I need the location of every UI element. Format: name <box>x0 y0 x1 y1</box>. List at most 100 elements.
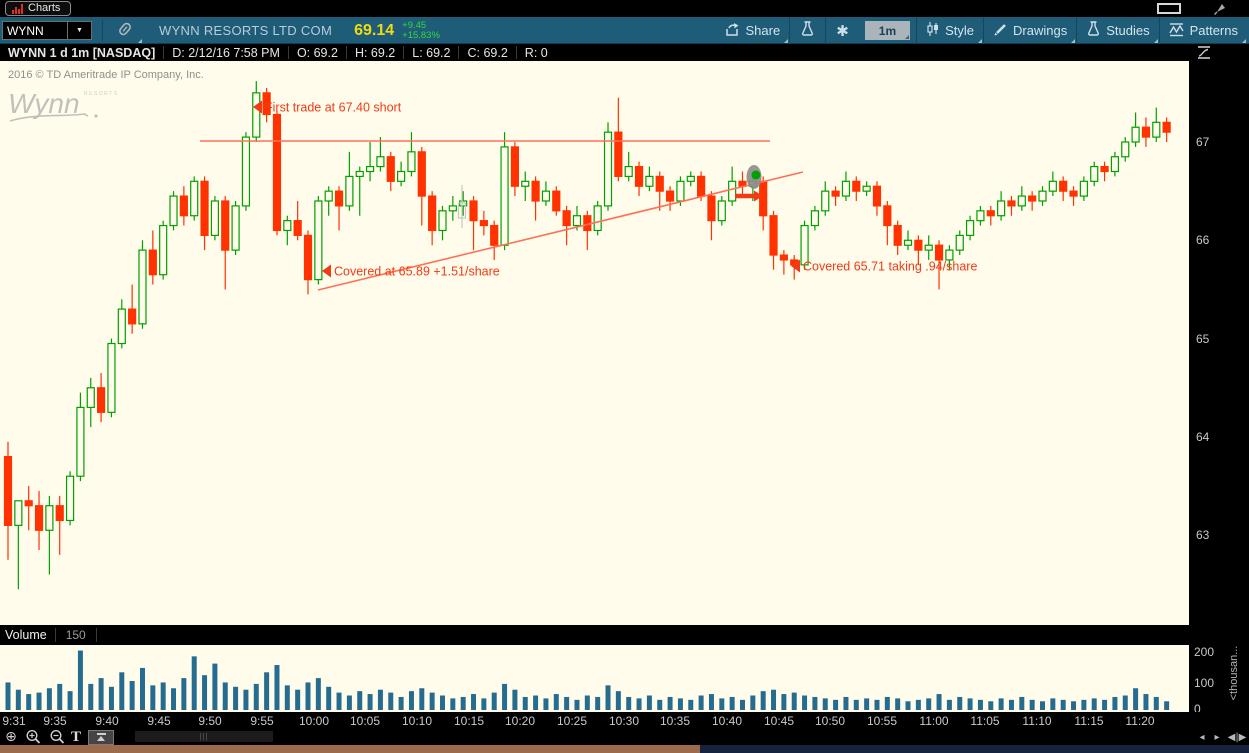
candle <box>1069 186 1078 206</box>
wynn-watermark: Wynn RESORTS <box>8 88 117 122</box>
volume-axis[interactable]: 200 100 0 <box>1189 645 1249 716</box>
zoom-in-button[interactable] <box>22 729 44 745</box>
settings-button[interactable]: ✱ <box>825 17 859 44</box>
candle <box>976 205 985 226</box>
volume-bar <box>1112 696 1118 710</box>
volume-bar <box>1143 694 1149 710</box>
candle <box>1100 161 1109 182</box>
chevron-down-icon: ▼ <box>76 27 83 34</box>
main-toolbar: ▼ WYNN RESORTS LTD COM 69.14 +9.45 <box>0 17 1249 44</box>
maximize-chart-icon[interactable] <box>1196 45 1212 63</box>
candle <box>500 132 509 251</box>
candle <box>769 210 778 270</box>
text-note-tool-button[interactable]: T <box>68 729 84 745</box>
volume-bar <box>1164 701 1170 710</box>
time-tick-label: 9:35 <box>43 714 67 728</box>
studies-button[interactable]: Studies <box>1076 17 1158 44</box>
volume-bar <box>429 692 435 710</box>
annotation-text: First trade at 67.40 short <box>265 101 402 115</box>
crosshair-tool-button[interactable]: ⊕ <box>5 729 17 745</box>
candle <box>179 186 188 226</box>
candle <box>862 181 871 197</box>
volume-row: 200 100 0 <box>0 645 1249 716</box>
candle <box>852 176 861 201</box>
text-tool-label: T <box>70 728 81 745</box>
volume-bar <box>5 682 11 710</box>
candle <box>510 142 520 197</box>
volume-bar <box>584 695 590 710</box>
annotation-text: Covered 65.71 taking .94/share <box>803 260 977 274</box>
volume-bar <box>222 682 228 710</box>
scrollbar-grip[interactable]: ||| <box>199 732 209 741</box>
ohlc-r: R: 0 <box>524 45 548 60</box>
volume-bar <box>1029 699 1035 710</box>
symbol-input[interactable] <box>2 21 68 40</box>
patterns-button[interactable]: Patterns <box>1158 17 1247 44</box>
volume-canvas <box>5 650 1170 710</box>
collapse-panel-button[interactable] <box>86 729 116 745</box>
volume-bar <box>377 689 383 710</box>
volume-tick-label: 0 <box>1194 702 1201 716</box>
volume-bar <box>946 699 952 710</box>
volume-bar <box>98 678 104 710</box>
link-charts-button[interactable] <box>107 17 143 44</box>
volume-bar <box>760 691 766 710</box>
candle <box>324 186 333 216</box>
candle <box>138 240 147 329</box>
volume-bar <box>698 695 704 710</box>
entry-arrow-icon <box>735 190 763 202</box>
time-axis[interactable]: 9:31 9:35 9:40 9:45 9:50 9:55 10:00 10:05 10:10 1… <box>0 712 1249 729</box>
ohlc-header: WYNN 1 d 1m [NASDAQ] D: 2/12/16 7:58 PM … <box>0 44 1249 61</box>
horizontal-scrollbar[interactable]: ||| <box>135 731 273 742</box>
copyright-text: 2016 © TD Ameritrade IP Company, Inc. <box>8 69 204 81</box>
pan-right-button[interactable]: ▸ <box>1214 731 1220 743</box>
pan-left-button[interactable]: ◂ <box>1199 731 1205 743</box>
volume-bar <box>977 699 983 710</box>
volume-bar <box>864 698 870 710</box>
chart-bars-icon <box>12 3 23 14</box>
candle <box>1141 117 1151 147</box>
candle <box>614 97 623 182</box>
timeframe-button[interactable]: 1m <box>864 21 911 40</box>
candle <box>334 186 344 231</box>
volume-bar <box>346 695 352 710</box>
symbol-dropdown-button[interactable]: ▼ <box>68 21 92 40</box>
volume-chart[interactable] <box>0 645 1189 712</box>
candle <box>562 205 571 246</box>
candle <box>14 500 23 590</box>
volume-bar <box>77 650 83 710</box>
zoom-out-button[interactable] <box>46 729 68 745</box>
candle <box>148 230 157 285</box>
candlestick-style-icon <box>926 21 940 40</box>
candlestick-chart[interactable]: First trade at 67.40 short Covered at 65.… <box>0 61 1189 625</box>
volume-bar <box>595 696 601 710</box>
price-tick-label: 66 <box>1196 233 1210 247</box>
tab-charts[interactable]: Charts <box>5 1 72 16</box>
share-button[interactable]: Share <box>715 17 789 44</box>
pin-icon[interactable] <box>1213 2 1227 21</box>
volume-bar <box>1060 699 1066 710</box>
volume-bar <box>533 695 539 710</box>
volume-bar <box>512 689 518 710</box>
analyze-button[interactable] <box>789 17 825 44</box>
volume-bar <box>636 698 642 710</box>
dropdown-corner <box>1153 39 1158 43</box>
price-axis[interactable]: 67 66 65 64 63 <box>1189 61 1249 625</box>
volume-bar <box>471 694 477 710</box>
candle <box>893 220 902 256</box>
drawings-button[interactable]: Drawings <box>983 17 1076 44</box>
volume-bar <box>305 682 311 710</box>
timeframe-label: 1m <box>878 23 897 38</box>
style-button[interactable]: Style <box>916 17 983 44</box>
candle <box>603 122 613 211</box>
candle <box>1090 161 1099 187</box>
pan-fit-button[interactable]: ◀|▶ <box>1227 731 1247 743</box>
candle <box>448 196 457 221</box>
window-restore-icon[interactable] <box>1157 3 1181 14</box>
time-tick-label: 9:50 <box>198 714 222 728</box>
time-tick-label: 9:55 <box>250 714 274 728</box>
volume-bar <box>626 696 632 710</box>
candle <box>645 166 654 192</box>
volume-bar <box>295 689 301 710</box>
volume-bar <box>719 698 725 710</box>
